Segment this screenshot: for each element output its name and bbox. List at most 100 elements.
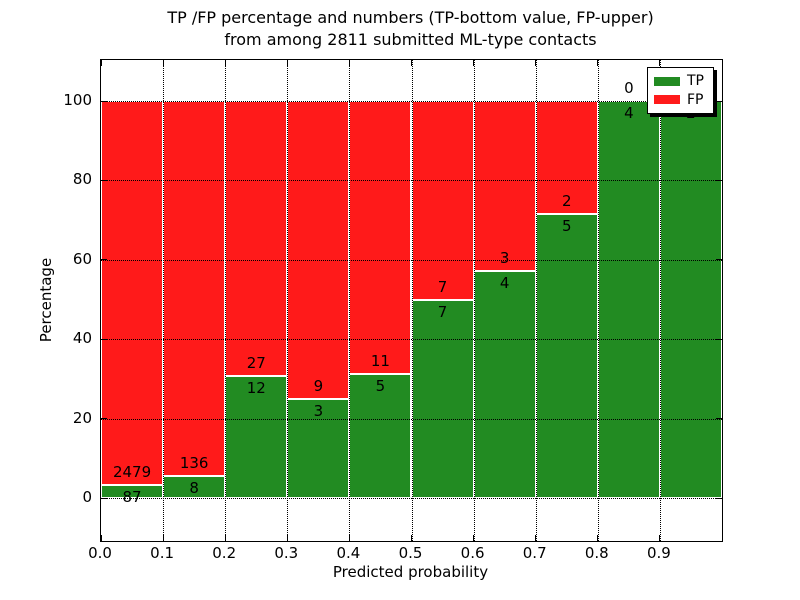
x-tick-mark-bottom bbox=[224, 535, 226, 541]
x-tick-label: 0.4 bbox=[336, 544, 361, 562]
fp-legend-swatch bbox=[654, 95, 680, 105]
x-tick-label: 0.7 bbox=[522, 544, 547, 562]
tp-count-label: 3 bbox=[313, 401, 324, 420]
x-gridline bbox=[473, 60, 475, 541]
y-tick-mark-left bbox=[101, 497, 107, 499]
tp-legend-label: TP bbox=[687, 73, 704, 90]
tp-bar-segment bbox=[411, 299, 474, 498]
y-tick-mark-left bbox=[101, 259, 107, 261]
y-tick-label: 60 bbox=[72, 249, 92, 268]
x-gridline bbox=[349, 60, 351, 541]
fp-count-label: 11 bbox=[370, 351, 390, 370]
legend-item-fp: FP bbox=[654, 93, 707, 107]
fp-legend-label: FP bbox=[687, 91, 704, 108]
x-tick-label: 0.8 bbox=[584, 544, 609, 562]
y-tick-label: 80 bbox=[72, 170, 92, 189]
x-tick-label: 0.6 bbox=[460, 544, 485, 562]
x-tick-mark-bottom bbox=[348, 535, 350, 541]
y-tick-mark-left bbox=[101, 338, 107, 340]
x-tick-label: 0.3 bbox=[274, 544, 299, 562]
tp-bar-segment bbox=[287, 398, 350, 498]
fp-bar-segment bbox=[287, 101, 350, 399]
y-tick-label: 100 bbox=[63, 91, 92, 109]
y-tick-mark-right bbox=[716, 100, 722, 102]
x-tick-mark-bottom bbox=[659, 535, 661, 541]
x-tick-label: 0.9 bbox=[646, 544, 671, 562]
plot-area: 24798713682712931157734250402 bbox=[100, 59, 723, 542]
tp-bar-segment bbox=[349, 373, 412, 498]
fp-count-label: 3 bbox=[499, 249, 510, 268]
fp-count-label: 136 bbox=[179, 453, 209, 472]
x-tick-mark-bottom bbox=[162, 535, 164, 541]
x-gridline bbox=[535, 60, 537, 541]
x-tick-mark-bottom bbox=[286, 535, 288, 541]
x-tick-label: 0.1 bbox=[150, 544, 175, 562]
x-tick-mark-top bbox=[224, 60, 226, 66]
fp-bar-segment bbox=[349, 101, 412, 374]
x-tick-mark-bottom bbox=[473, 535, 475, 541]
y-tick-label: 40 bbox=[72, 329, 92, 348]
tp-bar-segment bbox=[659, 101, 722, 498]
x-tick-mark-top bbox=[286, 60, 288, 66]
legend-item-tp: TP bbox=[654, 74, 707, 88]
x-tick-label: 0.0 bbox=[88, 544, 112, 562]
tp-count-label: 87 bbox=[122, 487, 142, 506]
tp-count-label: 4 bbox=[499, 274, 510, 293]
y-tick-label: 0 bbox=[82, 488, 92, 506]
tp-count-label: 12 bbox=[246, 378, 266, 397]
x-tick-mark-top bbox=[535, 60, 537, 66]
tp-count-label: 5 bbox=[375, 376, 386, 395]
x-tick-mark-top bbox=[473, 60, 475, 66]
x-tick-mark-bottom bbox=[597, 535, 599, 541]
x-tick-label: 0.5 bbox=[398, 544, 423, 562]
fp-bar-segment bbox=[163, 101, 226, 476]
y-tick-mark-left bbox=[101, 100, 107, 102]
x-gridline bbox=[163, 60, 165, 541]
fp-count-label: 27 bbox=[246, 353, 266, 372]
x-axis-label: Predicted probability bbox=[332, 563, 489, 581]
x-gridline bbox=[659, 60, 661, 541]
y-tick-mark-right bbox=[716, 418, 722, 420]
tp-count-label: 4 bbox=[624, 104, 634, 122]
tp-bar-segment bbox=[597, 101, 660, 498]
fp-bar-segment bbox=[101, 101, 164, 485]
legend: TP FP bbox=[647, 67, 714, 114]
chart-title: TP /FP percentage and numbers (TP-bottom… bbox=[100, 7, 721, 51]
y-tick-mark-right bbox=[716, 259, 722, 261]
y-tick-mark-right bbox=[716, 338, 722, 340]
chart-title-line1: TP /FP percentage and numbers (TP-bottom… bbox=[167, 8, 654, 27]
x-tick-label: 0.2 bbox=[212, 544, 237, 562]
x-tick-mark-top bbox=[348, 60, 350, 66]
tp-bar-segment bbox=[473, 271, 536, 498]
x-tick-mark-top bbox=[162, 60, 164, 66]
fp-count-label: 0 bbox=[624, 79, 634, 97]
x-tick-mark-top bbox=[411, 60, 412, 66]
x-tick-mark-top bbox=[659, 60, 661, 66]
x-tick-mark-top bbox=[100, 60, 102, 66]
x-tick-mark-bottom bbox=[535, 535, 537, 541]
y-tick-mark-left bbox=[101, 179, 107, 181]
tp-count-label: 8 bbox=[189, 478, 199, 497]
x-tick-mark-bottom bbox=[100, 535, 102, 541]
x-tick-mark-bottom bbox=[411, 535, 412, 541]
x-gridline bbox=[411, 60, 413, 541]
x-gridline bbox=[225, 60, 227, 541]
x-gridline bbox=[597, 60, 599, 541]
y-tick-mark-right bbox=[716, 179, 722, 181]
y-tick-label: 20 bbox=[72, 408, 92, 427]
tp-bar-segment bbox=[535, 214, 598, 498]
fp-count-label: 2 bbox=[561, 192, 572, 211]
fp-count-label: 9 bbox=[313, 376, 324, 395]
fp-count-label: 7 bbox=[437, 277, 448, 296]
fp-bar-segment bbox=[473, 101, 536, 272]
x-gridline bbox=[287, 60, 289, 541]
y-tick-mark-left bbox=[101, 418, 107, 420]
y-tick-mark-right bbox=[716, 497, 722, 499]
tp-count-label: 5 bbox=[561, 217, 572, 236]
chart-title-line2: from among 2811 submitted ML-type contac… bbox=[224, 30, 597, 49]
fp-count-label: 2479 bbox=[112, 462, 152, 481]
fp-bar-segment bbox=[225, 101, 288, 376]
tp-legend-swatch bbox=[654, 76, 680, 86]
x-tick-mark-top bbox=[597, 60, 599, 66]
